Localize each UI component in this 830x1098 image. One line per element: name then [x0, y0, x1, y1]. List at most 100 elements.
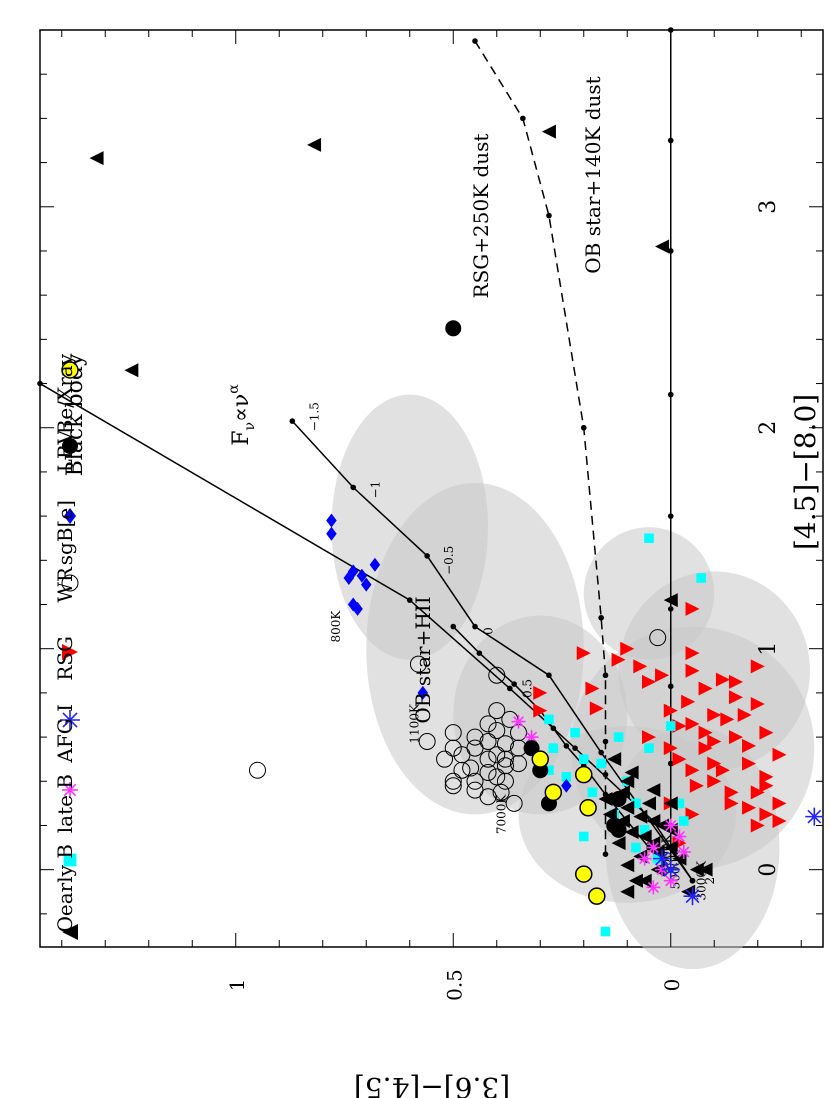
point-lateB [511, 714, 526, 729]
label-ob-hii: OB star+HII [411, 596, 435, 723]
powerlaw-line-label: −1 [368, 481, 382, 499]
legend-label: O [53, 916, 77, 932]
point-RSG [685, 763, 700, 778]
y-axis-title: [3.6]−[4.5] [354, 1071, 510, 1098]
ob-dust-line-node [667, 683, 674, 690]
point-lateB-stroke [647, 842, 659, 854]
point-WR [436, 750, 454, 768]
point-RSG [772, 796, 787, 811]
point-RSG [685, 646, 700, 661]
point-AFG [653, 849, 672, 868]
point-O [655, 239, 670, 254]
rsg-dust-line-node [580, 424, 587, 431]
powerlaw-sub: ν [242, 422, 258, 431]
point-RSG [729, 730, 743, 745]
legend-marker-AFG-stroke [62, 712, 78, 728]
point-earlyB [631, 798, 641, 809]
point-lateB-stroke [526, 731, 538, 743]
point-earlyB [570, 727, 580, 738]
point-WR [496, 757, 514, 775]
blackbody-line-node [507, 685, 513, 692]
rsg-dust-line-node [472, 38, 478, 44]
ob-dust-line-node [667, 513, 674, 519]
point-earlyB [578, 754, 589, 764]
point-RSG [698, 725, 713, 740]
ob-hii-line-node [550, 725, 557, 732]
point-RSG [720, 712, 735, 727]
point-RSG [685, 663, 700, 678]
point-lateB [637, 851, 652, 866]
point-O [611, 836, 626, 851]
point-WR [510, 755, 527, 773]
point-LBV [606, 817, 623, 834]
point-RSG [533, 703, 548, 718]
point-earlyB [631, 842, 641, 853]
point-earlyB [548, 743, 559, 753]
point-sgB [352, 601, 363, 616]
point-RSG [772, 747, 787, 762]
point-RSG [663, 741, 678, 756]
point-sgB [561, 778, 572, 793]
point-AFG-stroke [807, 809, 822, 824]
point-WR [496, 735, 514, 753]
legend-marker-BeX [61, 361, 79, 379]
point-LBV [445, 320, 462, 337]
point-AFG [805, 807, 824, 826]
point-RSG [742, 800, 757, 815]
powerlaw-line-label: −1.5 [307, 402, 321, 431]
point-O [663, 840, 678, 855]
point-earlyB [544, 765, 554, 776]
point-O [620, 884, 635, 899]
point-O [689, 862, 704, 877]
point-RSG [729, 690, 743, 705]
legend-label: late B [53, 774, 77, 833]
point-O [624, 825, 639, 840]
powerlaw-line-label: 2 [703, 877, 717, 885]
point-RSG [685, 807, 700, 822]
y-tick-label: 0 [660, 979, 684, 992]
point-BeX [579, 799, 597, 817]
point-O [628, 873, 643, 888]
point-lateB [646, 880, 661, 895]
point-lateB [646, 840, 661, 855]
point-RSG [707, 707, 722, 722]
point-O [637, 829, 652, 844]
point-WR [496, 772, 514, 790]
point-WR [462, 759, 480, 777]
legend-marker-AFG [60, 710, 80, 730]
ob-dust-line-node [667, 391, 674, 398]
point-WR [249, 761, 266, 779]
point-AFG [683, 887, 702, 906]
point-RSG [685, 716, 700, 731]
point-RSG [715, 672, 730, 687]
ob-dust-line-node [667, 137, 674, 144]
rsg-dust-line-node [546, 212, 552, 219]
powerlaw-line-label: 0.5 [521, 679, 535, 698]
point-lateB-stroke [678, 846, 690, 858]
y-tick-label: 0.5 [442, 969, 466, 1001]
blackbody-line-label: 800K [329, 610, 343, 643]
point-BeX [588, 887, 606, 905]
point-AFG-stroke [655, 851, 669, 866]
powerlaw-line-label: 0 [481, 627, 495, 635]
point-WR [444, 724, 462, 742]
point-RSG [729, 674, 743, 689]
powerlaw-sup: α [226, 384, 242, 394]
point-RSG [672, 719, 687, 734]
point-earlyB [600, 926, 611, 937]
point-RSG [589, 701, 604, 716]
point-WR [505, 794, 523, 812]
point-O [646, 783, 661, 798]
data-points [89, 124, 824, 937]
point-RSG [642, 674, 656, 689]
legend-label: AFG I [53, 704, 77, 764]
label-rsg-dust: RSG+250K dust [469, 134, 493, 299]
point-O [541, 124, 556, 139]
blackbody-line-label: 7000K [494, 794, 508, 835]
point-WR [444, 739, 462, 757]
point-O [615, 814, 630, 829]
point-WR [409, 655, 427, 673]
point-AFG-stroke [685, 889, 700, 904]
rsg-dust-line-node [602, 771, 609, 778]
